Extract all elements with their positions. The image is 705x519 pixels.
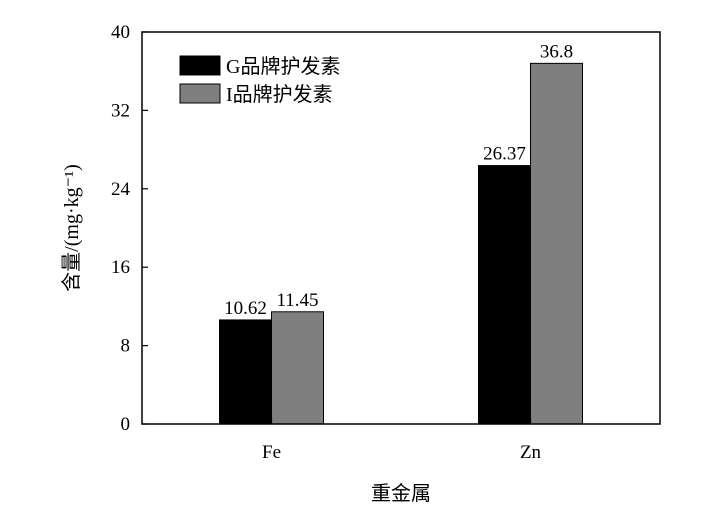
bar-value-label: 36.8: [540, 41, 573, 62]
legend-swatch-g-brand: [179, 55, 221, 76]
x-tick-label: Fe: [262, 442, 281, 463]
bars-layer: [219, 62, 583, 425]
bar-value-label: 10.62: [224, 298, 267, 319]
bar: [219, 319, 272, 425]
y-tick-label: 0: [121, 414, 131, 435]
bar: [478, 165, 531, 425]
y-tick-label: 40: [111, 22, 130, 43]
x-axis-title: 重金属: [371, 482, 431, 505]
legend-swatch-i-brand: [179, 83, 221, 104]
legend-label-g-brand: G品牌护发素: [226, 55, 340, 78]
bar-value-label: 26.37: [483, 144, 526, 165]
bar: [530, 62, 583, 425]
legend-label-i-brand: I品牌护发素: [226, 83, 333, 106]
y-tick-label: 8: [121, 336, 131, 357]
data-labels-layer: 10.62 11.45 26.37 36.8: [224, 41, 573, 319]
plot-frame: [141, 31, 661, 425]
x-axis-ticks: Fe Zn: [262, 418, 542, 463]
legend: G品牌护发素 I品牌护发素: [179, 55, 340, 106]
y-tick-label: 32: [111, 100, 130, 121]
x-tick-label: Zn: [520, 442, 542, 463]
bar: [271, 311, 324, 425]
y-tick-label: 24: [111, 179, 131, 200]
y-axis-ticks: 0 8 16 24 32 40: [111, 22, 148, 435]
y-axis-title: 含量/(mg·kg⁻¹): [60, 164, 83, 292]
bar-value-label: 11.45: [276, 290, 318, 311]
y-tick-label: 16: [111, 257, 130, 278]
